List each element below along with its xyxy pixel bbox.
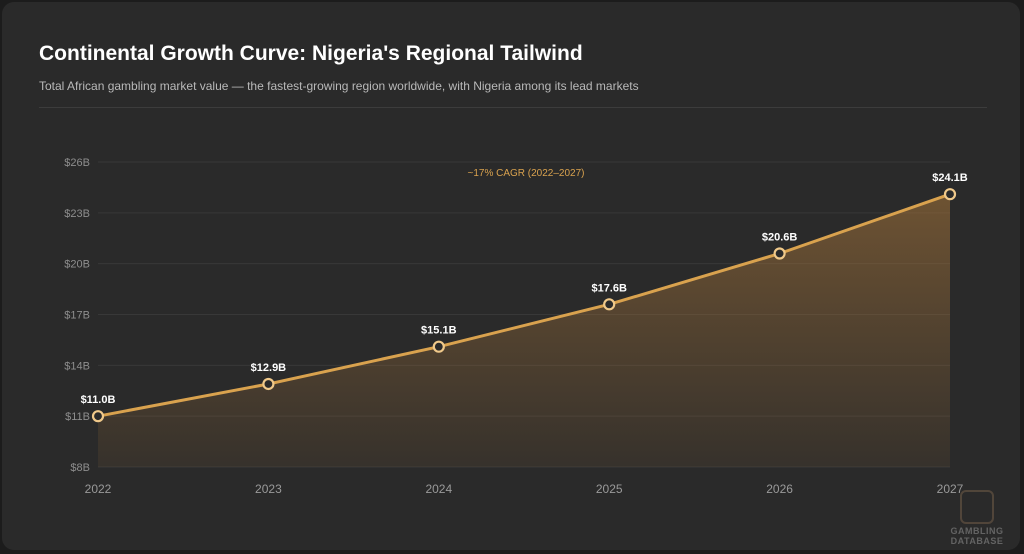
- x-tick-label: 2025: [596, 482, 623, 496]
- watermark-logo-icon: [960, 490, 994, 524]
- data-point: [773, 247, 786, 260]
- cagr-annotation: ~17% CAGR (2022–2027): [467, 168, 584, 179]
- chart-subtitle: Total African gambling market value — th…: [39, 79, 639, 93]
- y-tick-label: $26B: [64, 157, 90, 169]
- watermark-text-line1: GAMBLING: [950, 526, 1004, 536]
- data-label: $17.6B: [591, 282, 627, 294]
- y-tick-label: $23B: [64, 208, 90, 220]
- y-tick-label: $20B: [64, 259, 90, 271]
- data-point: [432, 340, 445, 353]
- data-label: $12.9B: [251, 362, 287, 374]
- header-divider: [39, 107, 987, 108]
- series-area: [98, 194, 950, 467]
- series-line: [97, 192, 951, 418]
- data-point: [603, 298, 616, 311]
- y-tick-label: $8B: [70, 462, 90, 474]
- data-point: [262, 377, 275, 391]
- data-label: $11.0B: [81, 394, 116, 406]
- x-tick-label: 2024: [425, 482, 452, 496]
- x-tick-label: 2026: [766, 482, 793, 496]
- y-tick-label: $17B: [64, 310, 90, 322]
- data-point: [91, 410, 105, 423]
- x-tick-label: 2027: [937, 482, 964, 496]
- y-tick-label: $11B: [65, 411, 90, 423]
- x-tick-label: 2023: [255, 482, 282, 496]
- y-tick-label: $14B: [64, 360, 90, 372]
- data-label: $20.6B: [762, 232, 798, 244]
- watermark-text-line2: DATABASE: [950, 536, 1004, 546]
- watermark: GAMBLING DATABASE: [944, 490, 1010, 546]
- data-label: $24.1B: [932, 172, 968, 184]
- x-tick-label: 2022: [85, 482, 112, 496]
- data-point: [943, 188, 957, 201]
- chart-title: Continental Growth Curve: Nigeria's Regi…: [39, 42, 583, 65]
- data-label: $15.1B: [421, 325, 457, 337]
